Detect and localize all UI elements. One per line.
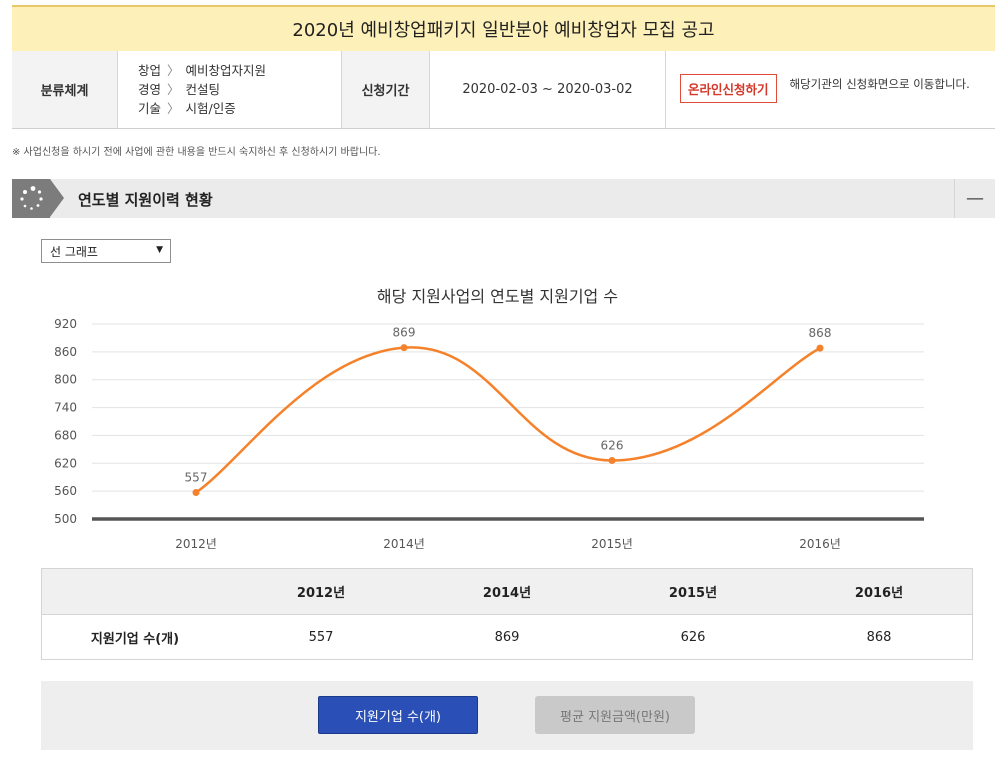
loading-dots-icon-svg bbox=[20, 186, 43, 210]
section-title: 연도별 지원이력 현황 bbox=[78, 191, 213, 209]
metric-toggle-area: 지원기업 수(개) 평균 지원금액(만원) bbox=[41, 681, 973, 750]
y-tick-label: 740 bbox=[54, 401, 77, 415]
period-value: 2020-02-03 ~ 2020-03-02 bbox=[430, 51, 666, 128]
data-point bbox=[400, 344, 408, 352]
data-table-header: 2012년 2014년 2015년 2016년 bbox=[42, 569, 972, 615]
online-cell: 온라인신청하기 해당기관의 신청화면으로 이동합니다. bbox=[666, 51, 995, 128]
section-header: 연도별 지원이력 현황 — bbox=[12, 179, 995, 218]
x-tick-label: 2015년 bbox=[591, 537, 633, 551]
data-table: 2012년 2014년 2015년 2016년 지원기업 수(개) 557 86… bbox=[41, 568, 973, 660]
table-row: 지원기업 수(개) 557 869 626 868 bbox=[42, 615, 972, 660]
line-chart: 500 560 620 680 740 800 860 920 2012년 2014년 2015년 2… bbox=[54, 317, 924, 551]
chart-type-value: 선 그래프 bbox=[50, 244, 98, 259]
category-main: 기술 bbox=[138, 101, 162, 116]
category-main: 경영 bbox=[138, 82, 162, 97]
series-line bbox=[195, 346, 821, 494]
chevron-right-icon: 〉 bbox=[167, 82, 180, 97]
chevron-right-icon: 〉 bbox=[167, 63, 180, 78]
chevron-down-icon: ▼ bbox=[156, 245, 163, 255]
x-tick-label: 2014년 bbox=[383, 537, 425, 551]
y-tick-label: 800 bbox=[54, 373, 77, 387]
category-list-cell: 창업 〉 예비창업자지원 경영 〉 컨설팅 기술 〉 시험/인증 bbox=[118, 51, 342, 128]
avg-amount-button[interactable]: 평균 지원금액(만원) bbox=[535, 696, 695, 734]
data-point bbox=[192, 489, 200, 497]
page-title-bar: 2020년 예비창업패키지 일반분야 예비창업자 모집 공고 bbox=[12, 5, 995, 51]
minus-icon: — bbox=[966, 188, 984, 209]
y-tick-label: 620 bbox=[54, 456, 77, 470]
table-cell: 869 bbox=[494, 630, 520, 645]
data-point bbox=[608, 457, 616, 464]
data-label: 868 bbox=[809, 326, 832, 340]
period-label: 신청기간 bbox=[342, 51, 430, 128]
page-title: 2020년 예비창업패키지 일반분야 예비창업자 모집 공고 bbox=[292, 20, 715, 41]
section-header-notch bbox=[50, 179, 64, 217]
row-label: 지원기업 수(개) bbox=[90, 632, 180, 647]
y-tick-label: 860 bbox=[54, 345, 77, 359]
category-label: 분류체계 bbox=[12, 51, 118, 128]
category-item: 창업 〉 예비창업자지원 bbox=[138, 62, 266, 79]
online-apply-button[interactable]: 온라인신청하기 bbox=[680, 74, 777, 103]
table-cell: 626 bbox=[680, 630, 706, 645]
y-tick-label: 680 bbox=[54, 428, 77, 442]
category-main: 창업 bbox=[138, 63, 162, 78]
header-cell bbox=[42, 569, 228, 614]
y-tick-label: 920 bbox=[54, 317, 77, 331]
table-cell: 557 bbox=[308, 630, 334, 645]
chart-title: 해당 지원사업의 연도별 지원기업 수 bbox=[376, 287, 619, 306]
loading-dots-icon bbox=[12, 179, 50, 218]
companies-count-button[interactable]: 지원기업 수(개) bbox=[318, 696, 478, 734]
collapse-button[interactable]: — bbox=[954, 179, 995, 218]
category-item: 기술 〉 시험/인증 bbox=[138, 100, 266, 117]
category-item: 경영 〉 컨설팅 bbox=[138, 81, 266, 98]
data-label: 557 bbox=[185, 471, 208, 485]
online-apply-desc: 해당기관의 신청화면으로 이동합니다. bbox=[789, 77, 970, 91]
y-tick-label: 560 bbox=[54, 484, 77, 498]
header-cell: 2012년 bbox=[296, 586, 346, 601]
header-cell: 2015년 bbox=[668, 586, 718, 601]
x-tick-label: 2012년 bbox=[175, 537, 217, 551]
chart-type-select[interactable]: 선 그래프 ▼ bbox=[41, 239, 171, 263]
data-label: 869 bbox=[393, 326, 416, 340]
header-cell: 2014년 bbox=[482, 586, 532, 601]
x-tick-label: 2016년 bbox=[799, 537, 841, 551]
y-tick-label: 500 bbox=[54, 512, 77, 526]
table-cell: 868 bbox=[866, 630, 892, 645]
info-table: 분류체계 창업 〉 예비창업자지원 경영 〉 컨설팅 기술 〉 시험/인증 신청기간 202… bbox=[12, 51, 995, 129]
notice-text: ※ 사업신청을 하시기 전에 사업에 관한 내용을 반드시 숙지하신 후 신청하… bbox=[12, 147, 381, 158]
header-cell: 2016년 bbox=[854, 586, 904, 601]
data-point bbox=[816, 344, 824, 352]
category-sub: 예비창업자지원 bbox=[185, 63, 267, 78]
category-sub: 시험/인증 bbox=[185, 101, 236, 116]
category-sub: 컨설팅 bbox=[185, 82, 221, 97]
chevron-right-icon: 〉 bbox=[167, 101, 180, 116]
category-list: 창업 〉 예비창업자지원 경영 〉 컨설팅 기술 〉 시험/인증 bbox=[138, 62, 266, 117]
data-label: 626 bbox=[601, 439, 624, 453]
